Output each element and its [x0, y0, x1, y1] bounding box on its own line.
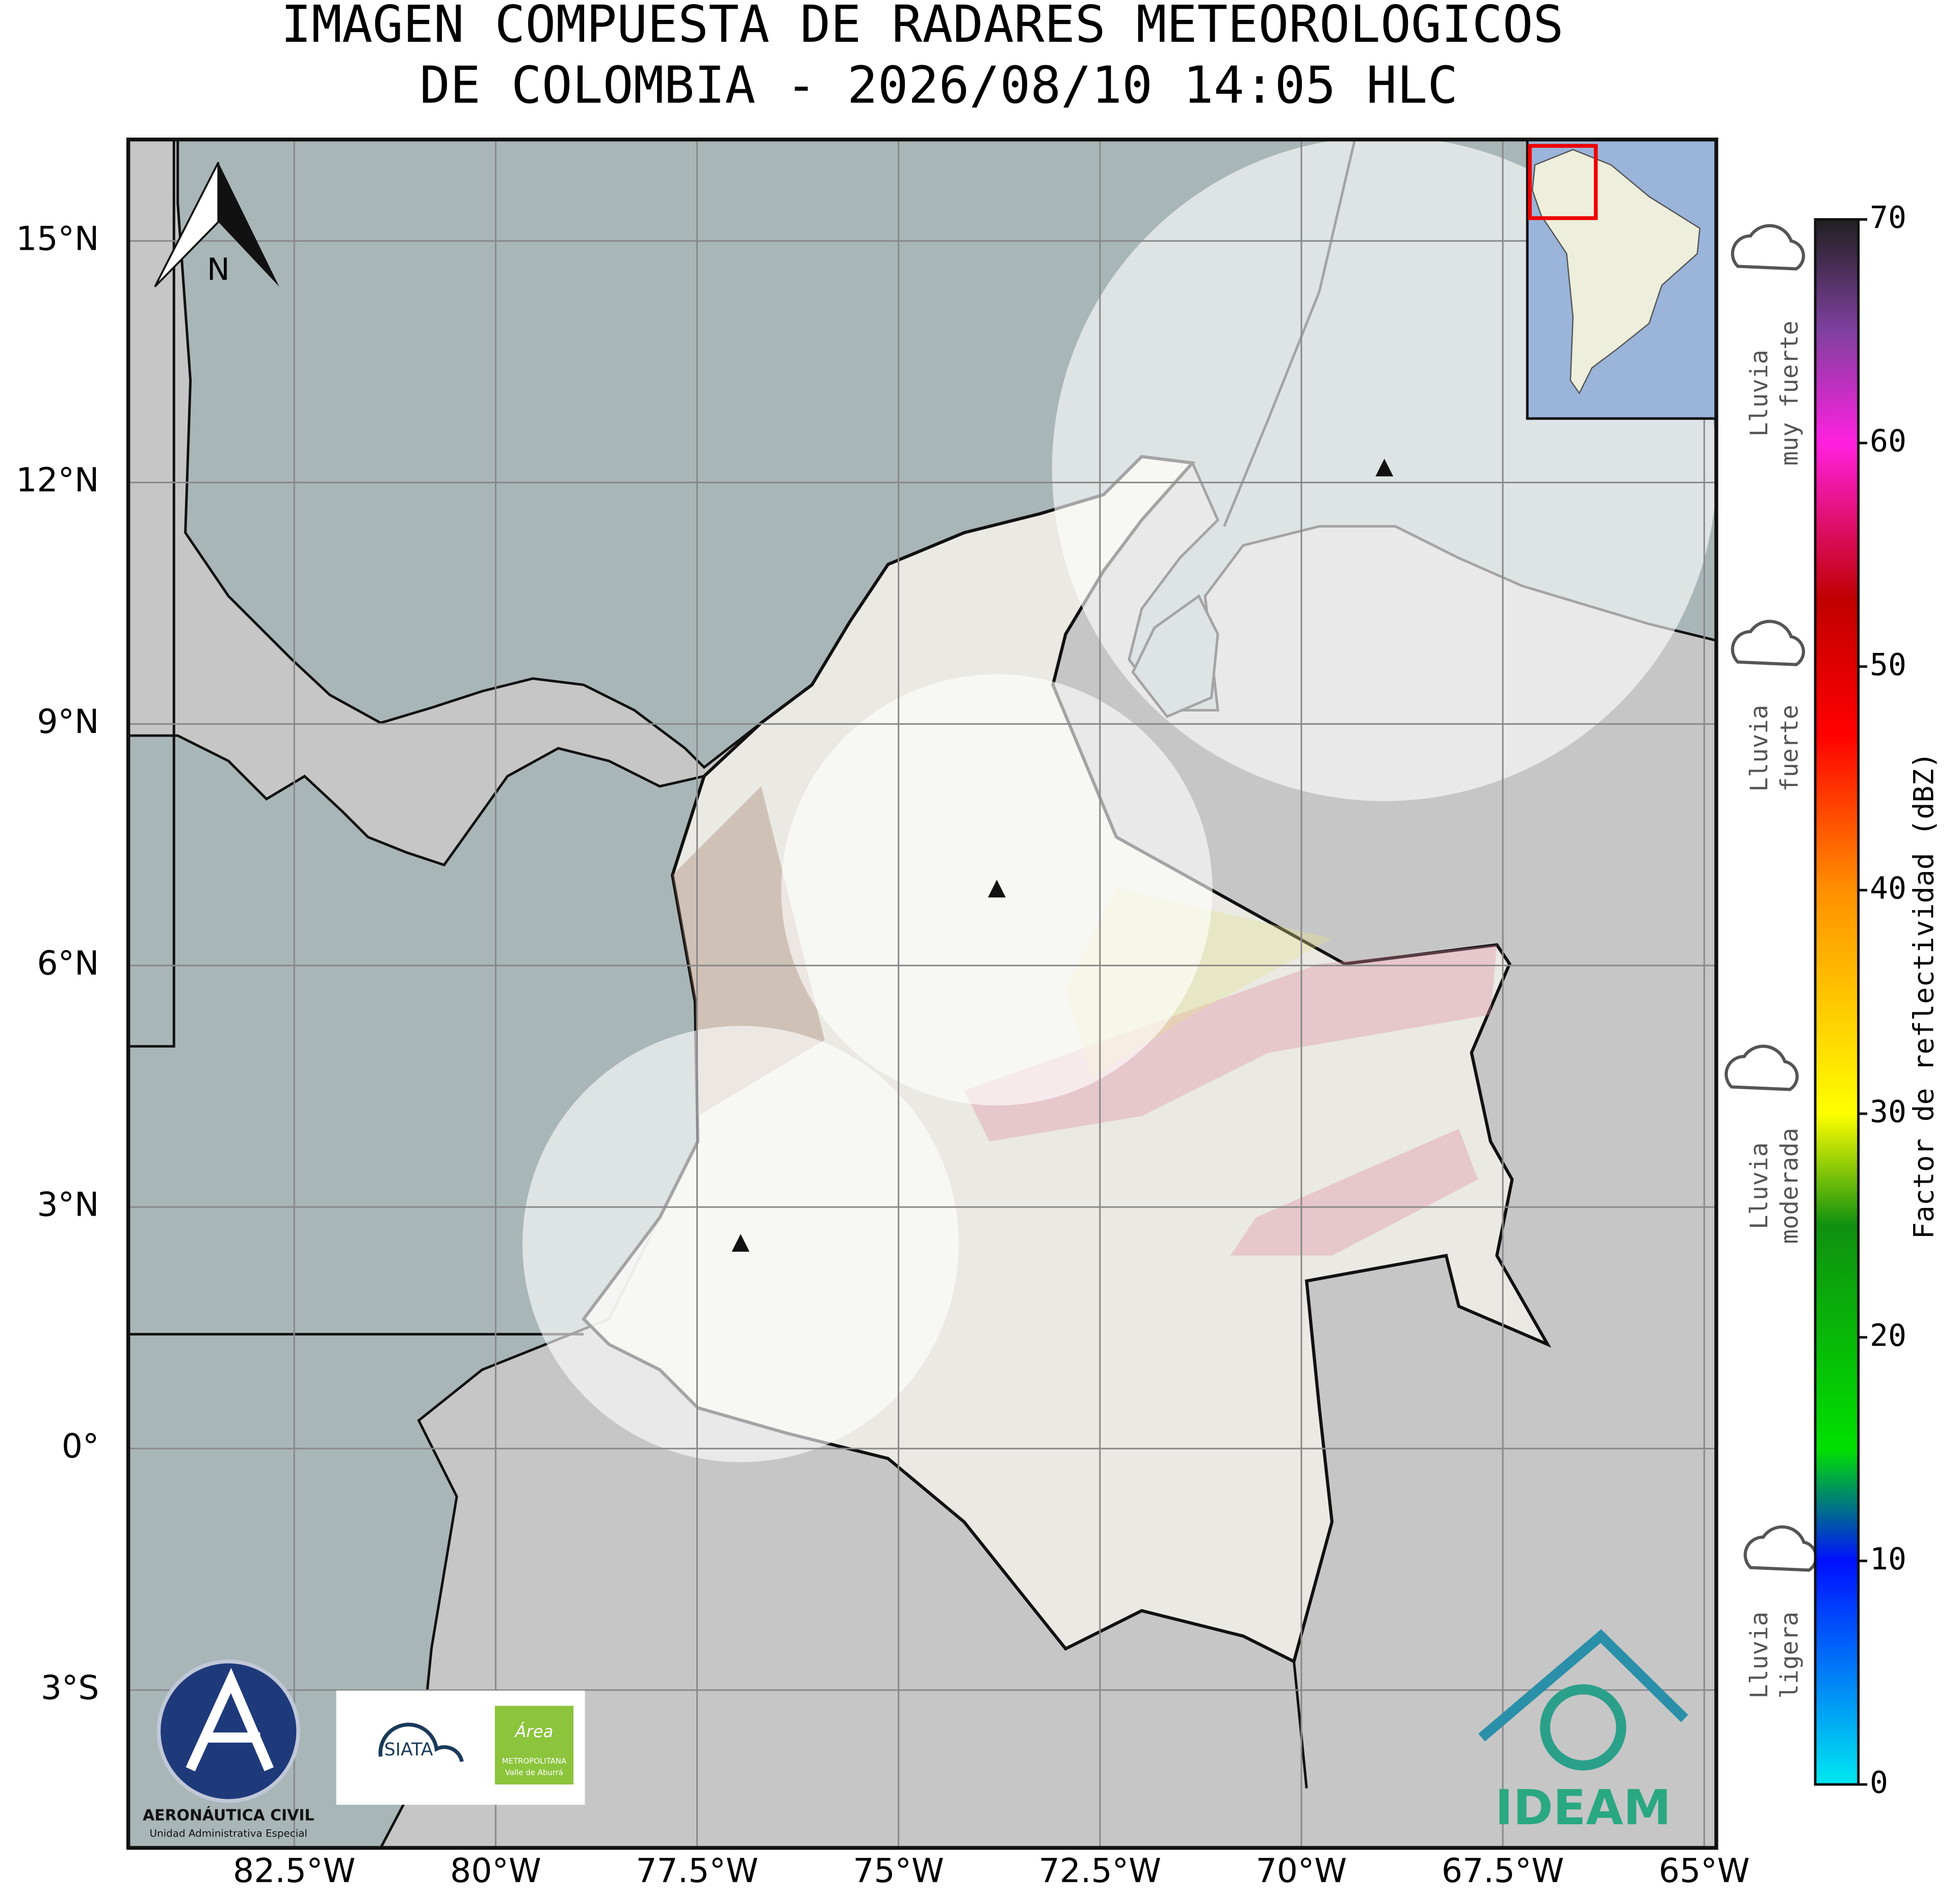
x-tick-label: 65°W — [1659, 1852, 1750, 1890]
icon-heavy — [1731, 619, 1806, 666]
aero-subtitle: Unidad Administrativa Especial — [149, 1828, 307, 1840]
border-brazil — [1292, 1661, 1308, 1789]
axis-labels: 82.5°W 80°W 77.5°W 75°W 72.5°W 70°W 67.5°W 65°W… — [16, 220, 1749, 1890]
area-label: Área — [514, 1722, 553, 1741]
siata-cloud — [378, 1722, 464, 1763]
y-tick-label: 15°N — [16, 220, 99, 258]
logo-aeronautica: AERONÁUTICA CIVIL Unidad Administrativa … — [143, 1659, 314, 1840]
area-sub-2: Valle de Aburrá — [505, 1768, 563, 1777]
aero-glyph — [186, 1668, 274, 1772]
rain-icons — [1724, 224, 1818, 1572]
colorbar-ticks: 0 10 20 30 40 50 60 70 — [1858, 200, 1906, 1801]
colorbar-tick-label: 40 — [1870, 871, 1906, 906]
rain-legend-label: fuerte — [1776, 705, 1804, 792]
ideam-swirl — [1540, 1684, 1627, 1771]
icon-moderate — [1724, 1044, 1799, 1091]
rain-zone-pink — [964, 944, 1497, 1142]
rain-legend-label: muy fuerte — [1776, 321, 1804, 466]
y-tick-label: 3°N — [37, 1186, 99, 1224]
siata-label: SIATA — [384, 1740, 433, 1760]
map-frame — [126, 137, 1718, 1850]
title-line-2: DE COLOMBIA - 2026/08/10 14:05 HLC — [420, 57, 1458, 115]
colorbar-tick-label: 0 — [1870, 1766, 1888, 1801]
ideam-roof — [1478, 1629, 1688, 1742]
x-tick-label: 70°W — [1256, 1852, 1347, 1890]
colorbar-tick-label: 10 — [1870, 1542, 1906, 1577]
colorbar-bar — [1814, 218, 1860, 1786]
y-tick-label: 9°N — [37, 703, 99, 741]
radar-site — [1375, 458, 1394, 477]
rain-legend-label: Lluvia — [1745, 1142, 1773, 1229]
radar-site — [731, 1233, 750, 1252]
colorbar-tick-label: 30 — [1870, 1095, 1906, 1130]
rain-legend-label: Lluvia — [1745, 350, 1773, 437]
y-tick-label: 3°S — [41, 1669, 99, 1707]
colorbar-tick-label: 70 — [1870, 200, 1906, 235]
y-tick-label: 6°N — [37, 944, 99, 983]
ideam-label: IDEAM — [1495, 1780, 1671, 1836]
y-tick-label: 12°N — [16, 461, 99, 500]
icon-light — [1743, 1525, 1818, 1572]
x-tick-label: 82.5°W — [233, 1852, 355, 1890]
colorbar-label: Factor de reflectividad (dBZ) — [1907, 752, 1940, 1239]
icon-very-heavy — [1731, 224, 1806, 271]
x-tick-label: 77.5°W — [636, 1852, 758, 1890]
colorbar-tick-label: 50 — [1870, 647, 1906, 682]
x-tick-label: 72.5°W — [1039, 1852, 1161, 1890]
logo-ideam: IDEAM — [1478, 1629, 1688, 1836]
rain-legend-label: ligera — [1776, 1612, 1804, 1699]
x-tick-label: 75°W — [853, 1852, 944, 1890]
inset-highlight — [1528, 144, 1598, 220]
y-tick-label: 0° — [62, 1428, 99, 1466]
x-tick-label: 67.5°W — [1442, 1852, 1564, 1890]
radar-sites — [731, 458, 1394, 1252]
map: N AERONÁUTICA CIVIL Unidad Administrativ… — [128, 139, 1716, 1848]
rain-legend-label: Lluvia — [1745, 1612, 1773, 1699]
title-line-1: IMAGEN COMPUESTA DE RADARES METEOROLOGIC… — [281, 0, 1563, 54]
grid — [128, 139, 1716, 1848]
area-sub-1: METROPOLITANA — [502, 1756, 567, 1766]
rain-zone-pink-2 — [1230, 1128, 1478, 1256]
x-tick-label: 80°W — [450, 1852, 541, 1890]
inset-land — [1531, 149, 1701, 395]
border-central — [128, 139, 175, 1048]
radar-site — [988, 879, 1006, 898]
aero-name: AERONÁUTICA CIVIL — [143, 1806, 314, 1825]
north-label: N — [207, 252, 230, 287]
area-badge — [494, 1705, 574, 1784]
inset-map — [1526, 139, 1716, 420]
colorbar-tick-label: 60 — [1870, 424, 1906, 459]
colorbar: 0 10 20 30 40 50 60 70 Factor de reflectividad … — [1814, 200, 1940, 1801]
colorbar-tick-label: 20 — [1870, 1318, 1906, 1353]
logo-siata-area: SIATA Área METROPOLITANA Valle de Aburrá — [336, 1690, 585, 1805]
rain-legend-label: Lluvia — [1745, 705, 1773, 792]
rain-legend-label: moderada — [1776, 1128, 1804, 1244]
